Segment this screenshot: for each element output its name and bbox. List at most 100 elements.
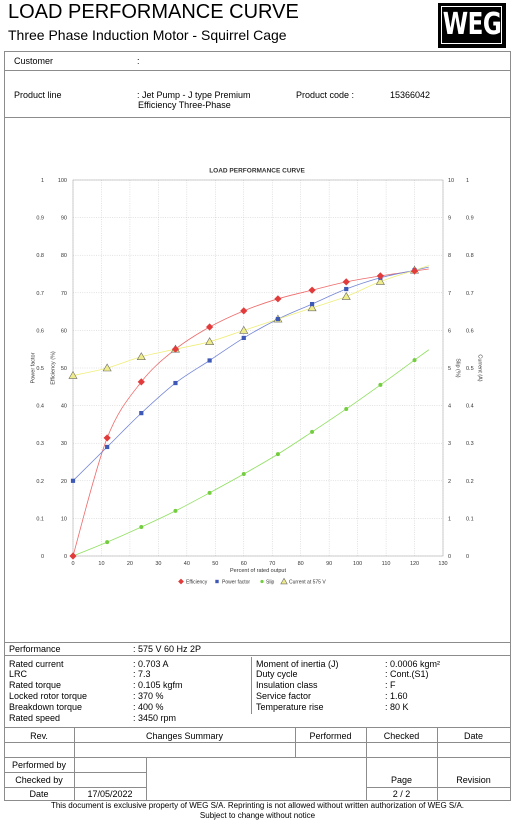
efficiency-point (342, 278, 350, 286)
current-tick-label: 0.2 (466, 479, 474, 485)
power-factor-tick-label: 0.9 (36, 216, 44, 222)
spec-value: : 7.3 (133, 668, 151, 679)
spec-value: : 3450 rpm (133, 712, 177, 723)
slip-point (139, 525, 144, 530)
spec-label: Service factor (256, 690, 312, 701)
date-value: 17/05/2022 (87, 788, 133, 799)
current-tick-label: 0.7 (466, 291, 474, 297)
slip-tick-label: 7 (448, 291, 451, 297)
power-factor-tick-label: 0 (41, 554, 44, 560)
rev-header-date: Date (463, 730, 483, 741)
efficiency-point (308, 286, 316, 294)
power-factor-point (105, 444, 110, 450)
efficiency-tick-label: 40 (61, 404, 67, 410)
revision-label: Revision (456, 774, 491, 785)
slip-tick-label: 3 (448, 441, 451, 447)
efficiency-point (376, 272, 384, 280)
x-tick-label: 20 (127, 561, 133, 567)
power-factor-axis-title: Power factor (30, 352, 36, 383)
date-label: Date (29, 788, 49, 799)
spec-value: : F (385, 679, 396, 690)
current-tick-label: 0 (466, 554, 469, 560)
rev-header-rev: Rev. (30, 730, 48, 741)
slip-point (310, 429, 315, 434)
power-factor-tick-label: 0.3 (36, 441, 44, 447)
x-tick-label: 40 (184, 561, 190, 567)
current-tick-label: 0.5 (466, 366, 474, 372)
power-factor-point (241, 335, 246, 341)
rule (4, 787, 146, 788)
rule (4, 70, 511, 71)
rule (437, 727, 438, 800)
efficiency-tick-label: 90 (61, 216, 67, 222)
spec-label: Insulation class (256, 679, 318, 690)
efficiency-point (274, 295, 282, 303)
spec-value: : 0.105 kgfm (133, 679, 183, 690)
spec-label: Breakdown torque (9, 701, 83, 712)
current-point (307, 303, 317, 312)
power-factor-point (139, 411, 144, 416)
rule (4, 757, 511, 758)
power-factor-tick-label: 0.6 (36, 328, 44, 334)
slip-tick-label: 1 (448, 516, 451, 522)
slip-point (207, 490, 212, 495)
spec-label: Locked rotor torque (9, 690, 88, 701)
x-tick-label: 80 (298, 561, 304, 567)
performance-label: Performance (9, 644, 61, 654)
rule (295, 727, 296, 757)
slip-line (72, 349, 430, 557)
rule (4, 642, 511, 643)
power-factor-tick-label: 1 (41, 178, 44, 184)
current-line (72, 265, 429, 376)
slip-tick-label: 0 (448, 554, 451, 560)
power-factor-point (70, 478, 76, 483)
rev-header-performed: Performed (309, 730, 352, 741)
legend-label: Current at 575 V (289, 580, 326, 586)
power-factor-line (72, 266, 429, 482)
current-axis-title: Current (A) (477, 354, 483, 381)
power-factor-tick-label: 0.5 (36, 366, 44, 372)
efficiency-tick-label: 20 (61, 479, 67, 485)
spec-value: : 0.0006 kgm² (385, 658, 441, 669)
efficiency-tick-label: 30 (61, 441, 67, 447)
legend-marker-efficiency (178, 578, 184, 585)
power-factor-tick-label: 0.8 (36, 253, 44, 259)
current-tick-label: 0.8 (466, 253, 474, 259)
slip-tick-label: 8 (448, 253, 451, 259)
efficiency-tick-label: 50 (61, 366, 67, 372)
rule (4, 742, 511, 743)
efficiency-point (206, 323, 214, 331)
current-tick-label: 0.3 (466, 441, 474, 447)
chart-legend: Efficiency Power factor Slip Current at 575… (178, 577, 326, 586)
page-value: 2 / 2 (392, 788, 411, 799)
chart-title: LOAD PERFORMANCE CURVE (209, 168, 305, 175)
chart-grid (72, 179, 444, 557)
power-factor-tick-label: 0.4 (36, 404, 44, 410)
slip-point (378, 382, 383, 387)
logo-frame (441, 6, 502, 44)
rev-header-changes: Changes Summary (145, 730, 224, 741)
spec-value: : 0.703 A (133, 658, 169, 669)
x-tick-label: 60 (241, 561, 247, 567)
series-points (68, 265, 420, 560)
current-point (375, 276, 385, 285)
efficiency-point (410, 267, 419, 275)
power-factor-tick-label: 0.2 (36, 479, 44, 485)
efficiency-point (137, 378, 145, 386)
current-point (136, 352, 146, 361)
rule (366, 787, 511, 788)
slip-tick-label: 5 (448, 366, 451, 372)
product-line-value-continued: Efficiency Three-Phase (138, 100, 231, 110)
slip-tick-label: 6 (448, 328, 451, 334)
rule (366, 727, 367, 800)
series-lines (72, 265, 430, 557)
power-factor-point (207, 358, 212, 363)
x-tick-label: 90 (326, 561, 332, 567)
current-point (239, 325, 249, 334)
power-factor-point (275, 317, 281, 322)
product-line-value: : Jet Pump - J type Premium (137, 90, 251, 100)
legend-marker-current (280, 577, 288, 585)
rule (4, 727, 511, 728)
power-factor-tick-label: 0.1 (36, 516, 44, 522)
document-title: LOAD PERFORMANCE CURVE (8, 1, 299, 23)
